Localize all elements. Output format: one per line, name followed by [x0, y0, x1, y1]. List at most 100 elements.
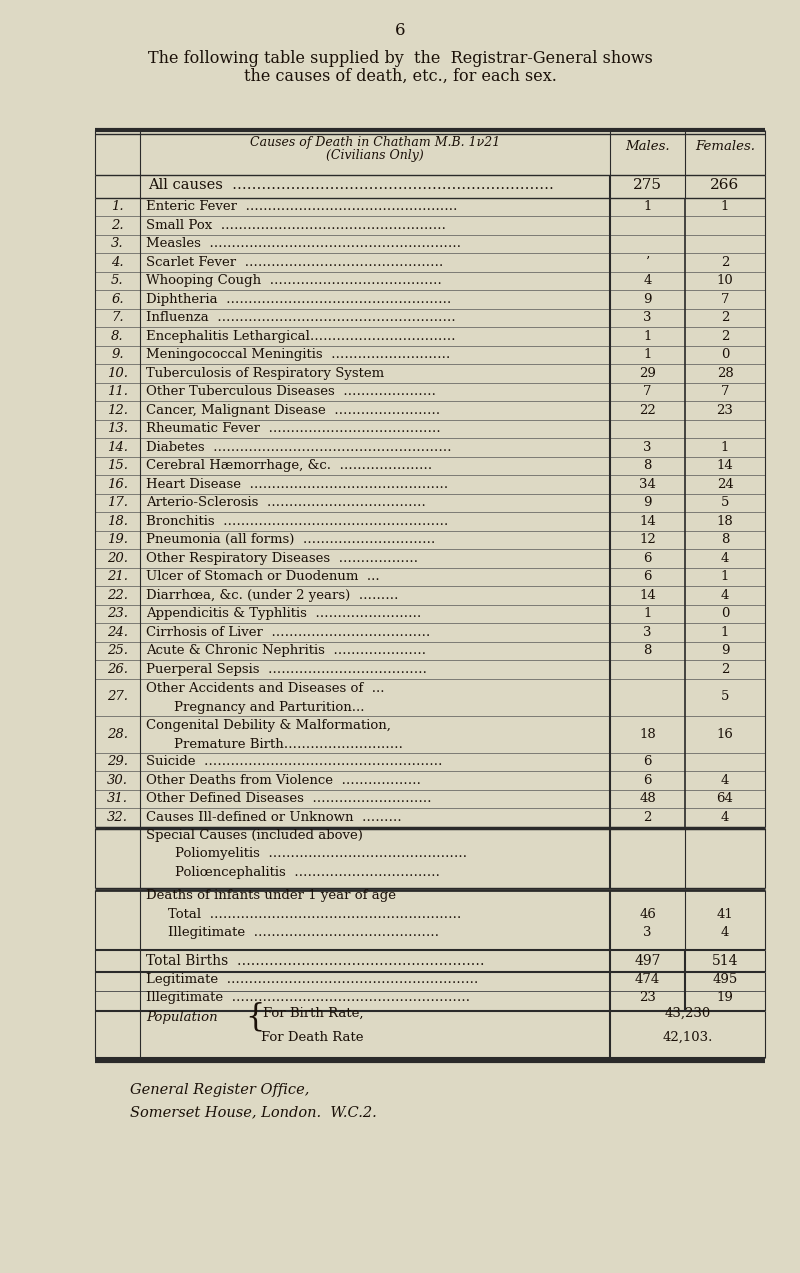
Text: 11.: 11.: [107, 386, 128, 398]
Text: 13.: 13.: [107, 423, 128, 435]
Text: 6: 6: [643, 774, 652, 787]
Text: 4: 4: [721, 774, 729, 787]
Text: Influenza  ………………………………………………: Influenza ………………………………………………: [146, 312, 456, 325]
Text: Pneumonia (all forms)  …………………………: Pneumonia (all forms) …………………………: [146, 533, 435, 546]
Text: 43,230: 43,230: [664, 1007, 710, 1020]
Text: 7.: 7.: [111, 312, 124, 325]
Text: 31.: 31.: [107, 792, 128, 806]
Text: Tuberculosis of Respiratory System: Tuberculosis of Respiratory System: [146, 367, 384, 379]
Text: 23: 23: [717, 404, 734, 416]
Text: Ulcer of Stomach or Duodenum  ...: Ulcer of Stomach or Duodenum ...: [146, 570, 380, 583]
Text: 14.: 14.: [107, 440, 128, 453]
Text: 497: 497: [634, 953, 661, 967]
Text: 16.: 16.: [107, 477, 128, 491]
Text: 1: 1: [643, 607, 652, 620]
Text: Legitimate  …………………………………………………: Legitimate …………………………………………………: [146, 973, 478, 985]
Text: Cirrhosis of Liver  ………………………………: Cirrhosis of Liver ………………………………: [146, 626, 430, 639]
Text: 28.: 28.: [107, 727, 128, 741]
Text: Other Tuberculous Diseases  …………………: Other Tuberculous Diseases …………………: [146, 386, 436, 398]
Text: 1: 1: [643, 200, 652, 214]
Text: 14: 14: [639, 514, 656, 528]
Text: 2.: 2.: [111, 219, 124, 232]
Text: Other Respiratory Diseases  ………………: Other Respiratory Diseases ………………: [146, 551, 418, 565]
Text: 2: 2: [721, 330, 729, 342]
Text: Somerset House, London.  W.C.2.: Somerset House, London. W.C.2.: [130, 1105, 377, 1119]
Text: 12: 12: [639, 533, 656, 546]
Text: Other Accidents and Diseases of  ...: Other Accidents and Diseases of ...: [146, 682, 385, 695]
Text: 23.: 23.: [107, 607, 128, 620]
Text: For Death Rate: For Death Rate: [261, 1031, 363, 1044]
Text: 22: 22: [639, 404, 656, 416]
Text: 3.: 3.: [111, 237, 124, 251]
Text: 1: 1: [721, 626, 729, 639]
Text: 41: 41: [717, 908, 734, 920]
Text: 34: 34: [639, 477, 656, 491]
Text: 1: 1: [721, 200, 729, 214]
Text: Whooping Cough  …………………………………: Whooping Cough …………………………………: [146, 274, 442, 288]
Text: 6: 6: [643, 755, 652, 768]
Text: Suicide  ………………………………………………: Suicide ………………………………………………: [146, 755, 442, 768]
Text: 18.: 18.: [107, 514, 128, 528]
Text: 7: 7: [721, 293, 730, 306]
Text: 4: 4: [721, 588, 729, 602]
Text: 6.: 6.: [111, 293, 124, 306]
Text: Premature Birth………………………: Premature Birth………………………: [174, 738, 403, 751]
Text: Total  …………………………………………………: Total …………………………………………………: [168, 908, 462, 920]
Text: 24.: 24.: [107, 626, 128, 639]
Text: 9: 9: [721, 644, 730, 657]
Text: 21.: 21.: [107, 570, 128, 583]
Text: 20.: 20.: [107, 551, 128, 565]
Text: Females.: Females.: [695, 140, 755, 153]
Text: Pregnancy and Parturition...: Pregnancy and Parturition...: [174, 701, 365, 714]
Text: 514: 514: [712, 953, 738, 967]
Text: 26.: 26.: [107, 663, 128, 676]
Text: 4: 4: [721, 551, 729, 565]
Text: 25.: 25.: [107, 644, 128, 657]
Text: Diphtheria  ……………………………………………: Diphtheria ……………………………………………: [146, 293, 451, 306]
Text: Deaths of infants under 1 year of age: Deaths of infants under 1 year of age: [146, 889, 396, 903]
Text: 8.: 8.: [111, 330, 124, 342]
Text: Puerperal Sepsis  ………………………………: Puerperal Sepsis ………………………………: [146, 663, 427, 676]
Text: 32.: 32.: [107, 811, 128, 824]
Text: 17.: 17.: [107, 496, 128, 509]
Text: 48: 48: [639, 792, 656, 806]
Text: 4: 4: [721, 925, 729, 939]
Text: 0: 0: [721, 607, 729, 620]
Text: Illegitimate  ……………………………………: Illegitimate ……………………………………: [168, 925, 439, 939]
Text: 1: 1: [643, 349, 652, 362]
Text: 19.: 19.: [107, 533, 128, 546]
Text: 2: 2: [721, 312, 729, 325]
Text: 16: 16: [717, 727, 734, 741]
Text: 2: 2: [721, 663, 729, 676]
Text: Other Deaths from Violence  ………………: Other Deaths from Violence ………………: [146, 774, 421, 787]
Text: Cancer, Malignant Disease  ……………………: Cancer, Malignant Disease ……………………: [146, 404, 440, 416]
Text: Heart Disease  ………………………………………: Heart Disease ………………………………………: [146, 477, 448, 491]
Text: 12.: 12.: [107, 404, 128, 416]
Text: Diarrhœa, &c. (under 2 years)  ………: Diarrhœa, &c. (under 2 years) ………: [146, 588, 398, 602]
Text: 28: 28: [717, 367, 734, 379]
Text: 2: 2: [721, 256, 729, 269]
Text: 3: 3: [643, 312, 652, 325]
Text: 0: 0: [721, 349, 729, 362]
Text: 30.: 30.: [107, 774, 128, 787]
Text: 10: 10: [717, 274, 734, 288]
Text: Cerebral Hæmorrhage, &c.  …………………: Cerebral Hæmorrhage, &c. …………………: [146, 460, 432, 472]
Text: 23: 23: [639, 992, 656, 1004]
Text: Small Pox  ……………………………………………: Small Pox ……………………………………………: [146, 219, 446, 232]
Text: 474: 474: [635, 973, 660, 985]
Text: Arterio-Sclerosis  ………………………………: Arterio-Sclerosis ………………………………: [146, 496, 426, 509]
Text: 18: 18: [717, 514, 734, 528]
Text: Males.: Males.: [625, 140, 670, 153]
Text: 7: 7: [643, 386, 652, 398]
Text: 46: 46: [639, 908, 656, 920]
Text: Bronchitis  ……………………………………………: Bronchitis ……………………………………………: [146, 514, 448, 528]
Text: The following table supplied by  the  Registrar-General shows: The following table supplied by the Regi…: [147, 50, 653, 67]
Text: Meningococcal Meningitis  ………………………: Meningococcal Meningitis ………………………: [146, 349, 450, 362]
Text: 19: 19: [717, 992, 734, 1004]
Text: 27.: 27.: [107, 690, 128, 704]
Text: 3: 3: [643, 626, 652, 639]
Text: Illegitimate  ………………………………………………: Illegitimate ………………………………………………: [146, 992, 470, 1004]
Text: Rheumatic Fever  …………………………………: Rheumatic Fever …………………………………: [146, 423, 441, 435]
Text: 8: 8: [721, 533, 729, 546]
Text: Causes Ill-defined or Unknown  ………: Causes Ill-defined or Unknown ………: [146, 811, 402, 824]
